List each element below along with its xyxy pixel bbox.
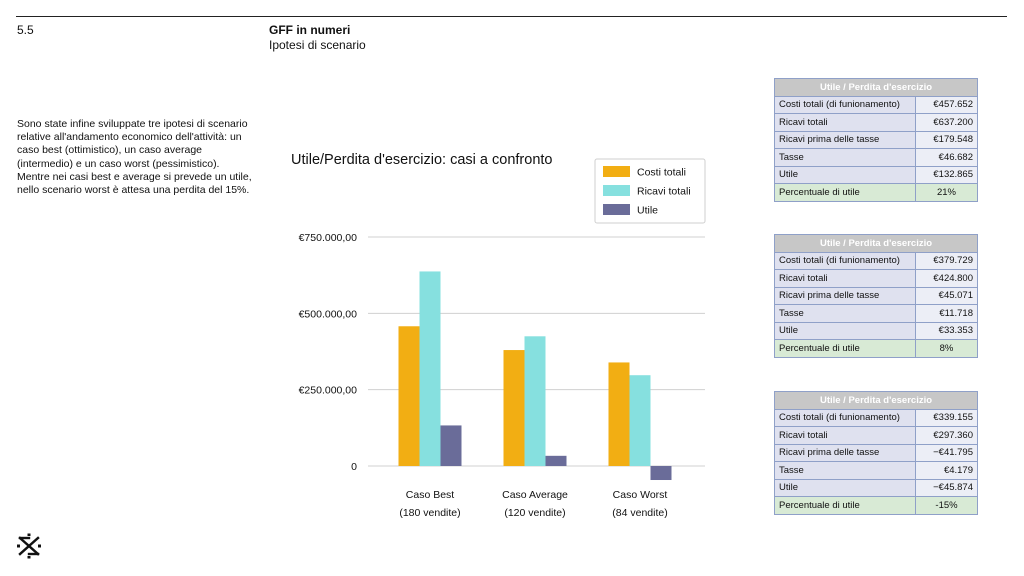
table-row-value: €33.353 (915, 321, 978, 340)
percent-label: Percentuale di utile (774, 339, 916, 358)
y-tick-label: €250.000,00 (299, 385, 358, 397)
scenario-bar-chart: Utile/Perdita d'esercizio: casi a confro… (291, 152, 706, 519)
scenario-table-average: Utile / Perdita d'esercizio Costi totali… (774, 234, 978, 358)
bar-costi-totali (503, 350, 525, 466)
y-tick-label: 0 (351, 461, 357, 473)
scenario-table-worst: Utile / Perdita d'esercizio Costi totali… (774, 391, 978, 515)
table-row-label: Tasse (774, 148, 916, 167)
bar-utile (440, 425, 462, 466)
table-row-label: Utile (774, 321, 916, 340)
gff-logo-icon (17, 533, 41, 559)
table-row-value: €4.179 (915, 461, 978, 480)
table-row-value: €11.718 (915, 304, 978, 323)
page-title: GFF in numeri (269, 23, 351, 37)
table-row-label: Ricavi totali (774, 426, 916, 445)
table-row-label: Tasse (774, 304, 916, 323)
table-row-value: €379.729 (915, 251, 978, 270)
legend-swatch (603, 204, 630, 215)
table-row-value: €45.071 (915, 286, 978, 305)
legend-swatch (603, 185, 630, 196)
table-header: Utile / Perdita d'esercizio (774, 78, 978, 97)
table-row-label: Ricavi totali (774, 113, 916, 132)
table-row-label: Tasse (774, 461, 916, 480)
x-category-label: Caso Worst (613, 489, 668, 501)
table-row-label: Utile (774, 165, 916, 184)
table-row-value: €637.200 (915, 113, 978, 132)
x-category-label: Caso Average (502, 489, 568, 501)
bar-costi-totali (608, 362, 630, 466)
table-row-value: €132.865 (915, 165, 978, 184)
table-row-label: Ricavi prima delle tasse (774, 443, 916, 462)
legend-label: Ricavi totali (637, 186, 691, 198)
percent-label: Percentuale di utile (774, 183, 916, 202)
table-row-label: Costi totali (di funionamento) (774, 251, 916, 270)
y-tick-label: €750.000,00 (299, 232, 358, 244)
x-category-sublabel: (180 vendite) (399, 507, 460, 519)
intro-paragraph: Sono state infine sviluppate tre ipotesi… (17, 118, 252, 197)
table-row-value: €457.652 (915, 95, 978, 114)
legend-label: Utile (637, 205, 658, 217)
x-category-label: Caso Best (406, 489, 455, 501)
table-row-label: Costi totali (di funionamento) (774, 408, 916, 427)
bar-utile (545, 455, 567, 466)
table-row-label: Ricavi prima delle tasse (774, 286, 916, 305)
table-row-value: −€45.874 (915, 478, 978, 497)
bar-ricavi-totali (629, 375, 651, 466)
table-row-value: €297.360 (915, 426, 978, 445)
table-row-value: €339.155 (915, 408, 978, 427)
table-row-label: Ricavi prima delle tasse (774, 130, 916, 149)
x-category-sublabel: (84 vendite) (612, 507, 667, 519)
page-subtitle: Ipotesi di scenario (269, 38, 366, 52)
table-row-value: €179.548 (915, 130, 978, 149)
section-number: 5.5 (17, 23, 34, 37)
percent-value: -15% (915, 496, 978, 515)
table-row-value: €424.800 (915, 269, 978, 288)
legend-swatch (603, 166, 630, 177)
table-row-label: Ricavi totali (774, 269, 916, 288)
percent-label: Percentuale di utile (774, 496, 916, 515)
table-row-label: Costi totali (di funionamento) (774, 95, 916, 114)
table-row-label: Utile (774, 478, 916, 497)
bar-ricavi-totali (524, 336, 546, 466)
y-tick-label: €500.000,00 (299, 308, 358, 320)
table-header: Utile / Perdita d'esercizio (774, 391, 978, 410)
bar-ricavi-totali (419, 271, 441, 466)
percent-value: 21% (915, 183, 978, 202)
x-category-sublabel: (120 vendite) (504, 507, 565, 519)
top-rule (16, 16, 1007, 17)
table-header: Utile / Perdita d'esercizio (774, 234, 978, 253)
table-row-value: −€41.795 (915, 443, 978, 462)
bar-costi-totali (398, 326, 420, 466)
chart-title: Utile/Perdita d'esercizio: casi a confro… (291, 152, 552, 168)
legend-label: Costi totali (637, 167, 686, 179)
scenario-table-best: Utile / Perdita d'esercizio Costi totali… (774, 78, 978, 202)
percent-value: 8% (915, 339, 978, 358)
table-row-value: €46.682 (915, 148, 978, 167)
bar-utile (650, 466, 672, 481)
